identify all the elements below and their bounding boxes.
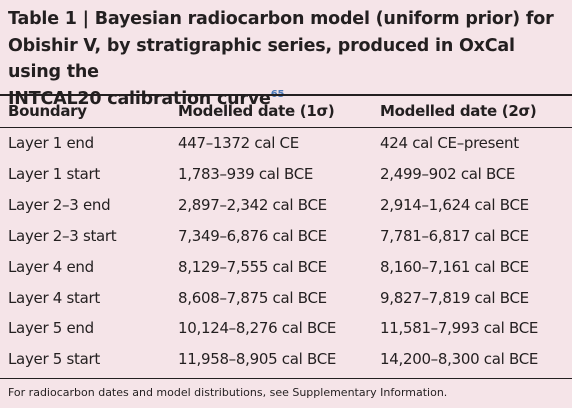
title-line: Obishir V, by stratigraphic series, prod… (8, 35, 515, 83)
table-cell: 7,349–6,876 cal BCE (178, 226, 327, 245)
table-cell: Layer 5 start (8, 350, 100, 369)
table-cell: 2,897–2,342 cal BCE (178, 195, 327, 214)
column-header: Modelled date (2σ) (380, 102, 537, 120)
table-cell: 8,160–7,161 cal BCE (380, 257, 529, 276)
table-cell: Layer 1 end (8, 134, 94, 152)
table-cell: 2,499–902 cal BCE (380, 164, 516, 183)
table-cell: 424 cal CE–present (380, 134, 519, 152)
table-cell: 10,124–8,276 cal BCE (178, 319, 337, 338)
table-cell: 2,914–1,624 cal BCE (380, 195, 529, 214)
rule (0, 94, 572, 96)
table-cell: 8,129–7,555 cal BCE (178, 257, 327, 276)
table-cell: 7,781–6,817 cal BCE (380, 226, 529, 245)
table-cell: Layer 1 start (8, 164, 100, 183)
rule (0, 378, 572, 379)
table-cell: 8,608–7,875 cal BCE (178, 288, 327, 307)
table-title: Table 1 | Bayesian radiocarbon model (un… (8, 6, 568, 112)
table-cell: Layer 4 end (8, 257, 94, 276)
column-header: Boundary (8, 102, 87, 120)
title-line: Table 1 | Bayesian radiocarbon model (un… (8, 9, 554, 29)
table-cell: 11,958–8,905 cal BCE (178, 350, 337, 369)
column-header: Modelled date (1σ) (178, 102, 335, 120)
table-cell: Layer 2–3 start (8, 226, 117, 245)
title-line: INTCAL20 calibration curve (8, 88, 271, 109)
rule (0, 127, 572, 128)
table-cell: Layer 5 end (8, 319, 94, 338)
table-cell: 447–1372 cal CE (178, 134, 299, 152)
table-cell: 11,581–7,993 cal BCE (380, 319, 539, 338)
footnote: For radiocarbon dates and model distribu… (8, 386, 448, 399)
table-cell: Layer 4 start (8, 288, 100, 307)
table-cell: Layer 2–3 end (8, 195, 111, 214)
table-cell: 14,200–8,300 cal BCE (380, 350, 539, 369)
table-cell: 9,827–7,819 cal BCE (380, 288, 529, 307)
table-cell: 1,783–939 cal BCE (178, 164, 314, 183)
